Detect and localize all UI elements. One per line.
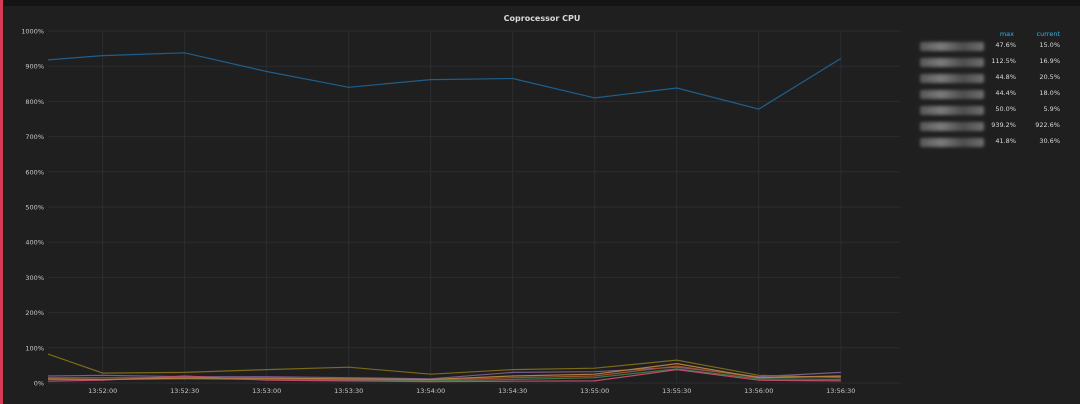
y-tick-label: 600% bbox=[25, 168, 44, 176]
legend-series-name-redacted bbox=[920, 42, 984, 51]
y-tick-label: 900% bbox=[25, 63, 44, 71]
legend-max-value: 44.4% bbox=[995, 89, 1016, 97]
grid bbox=[48, 30, 900, 384]
x-axis-labels: 13:52:00 13:52:30 13:53:00 13:53:30 13:54:00… bbox=[88, 387, 855, 395]
x-tick-label: 13:56:30 bbox=[826, 387, 855, 395]
series-line-1 bbox=[47, 52, 842, 110]
series-line-6 bbox=[47, 368, 841, 383]
legend-row[interactable]: 41.8% 30.6% bbox=[914, 136, 1074, 152]
legend-series-name-redacted bbox=[920, 138, 984, 147]
x-tick-label: 13:55:00 bbox=[580, 387, 609, 395]
y-tick-label: 200% bbox=[25, 309, 44, 317]
legend-series-name-redacted bbox=[920, 122, 984, 131]
legend-row[interactable]: 112.5% 16.9% bbox=[914, 56, 1074, 72]
y-axis-labels: 0% 100% 200% 300% 400% 500% 600% 700% 800% 900% 10… bbox=[21, 28, 44, 388]
y-tick-label: 500% bbox=[25, 204, 44, 212]
series-line-7 bbox=[47, 362, 841, 381]
legend-current-value: 30.6% bbox=[1039, 137, 1060, 145]
legend-row[interactable]: 939.2% 922.6% bbox=[914, 120, 1074, 136]
x-tick-label: 13:56:00 bbox=[744, 387, 773, 395]
legend-series-name-redacted bbox=[920, 58, 984, 67]
legend: max current 47.6% 15.0% 112.5% 16.9% 44.8% 20… bbox=[914, 30, 1074, 152]
x-tick-label: 13:52:00 bbox=[88, 387, 117, 395]
legend-max-value: 41.8% bbox=[995, 137, 1016, 145]
legend-row[interactable]: 47.6% 15.0% bbox=[914, 40, 1074, 56]
legend-header: max current bbox=[914, 30, 1074, 40]
x-tick-label: 13:54:30 bbox=[498, 387, 527, 395]
legend-max-value: 47.6% bbox=[995, 41, 1016, 49]
legend-current-value: 15.0% bbox=[1039, 41, 1060, 49]
legend-row[interactable]: 44.4% 18.0% bbox=[914, 88, 1074, 104]
legend-current-value: 20.5% bbox=[1039, 73, 1060, 81]
y-tick-label: 300% bbox=[25, 274, 44, 282]
y-tick-label: 400% bbox=[25, 239, 44, 247]
series-lines bbox=[47, 52, 842, 383]
legend-row[interactable]: 50.0% 5.9% bbox=[914, 104, 1074, 120]
x-tick-label: 13:53:30 bbox=[334, 387, 363, 395]
legend-current-value: 18.0% bbox=[1039, 89, 1060, 97]
legend-series-name-redacted bbox=[920, 90, 984, 99]
legend-max-value: 939.2% bbox=[991, 121, 1016, 129]
x-tick-label: 13:54:00 bbox=[416, 387, 445, 395]
y-tick-label: 800% bbox=[25, 98, 44, 106]
x-tick-label: 13:52:30 bbox=[170, 387, 199, 395]
x-tick-label: 13:55:30 bbox=[662, 387, 691, 395]
y-tick-label: 100% bbox=[25, 344, 44, 352]
legend-max-value: 50.0% bbox=[995, 105, 1016, 113]
series-line-2 bbox=[47, 353, 841, 379]
legend-max-value: 112.5% bbox=[991, 57, 1016, 65]
panel-title: Coprocessor CPU bbox=[503, 14, 581, 23]
panel-accent-bar bbox=[0, 0, 3, 404]
legend-max-value: 44.8% bbox=[995, 73, 1016, 81]
legend-current-value: 5.9% bbox=[1043, 105, 1060, 113]
legend-rows: 47.6% 15.0% 112.5% 16.9% 44.8% 20.5% 44.4% 18.0… bbox=[914, 40, 1074, 152]
legend-current-value: 922.6% bbox=[1035, 121, 1060, 129]
legend-series-name-redacted bbox=[920, 106, 984, 115]
legend-header-current: current bbox=[1036, 30, 1060, 38]
y-tick-label: 700% bbox=[25, 133, 44, 141]
y-tick-label: 0% bbox=[34, 380, 44, 388]
y-tick-label: 1000% bbox=[21, 28, 44, 36]
legend-series-name-redacted bbox=[920, 74, 984, 83]
legend-header-max: max bbox=[999, 30, 1014, 38]
chart-panel: Coprocessor CPU bbox=[4, 6, 1080, 404]
legend-current-value: 16.9% bbox=[1039, 57, 1060, 65]
x-tick-label: 13:53:00 bbox=[252, 387, 281, 395]
legend-row[interactable]: 44.8% 20.5% bbox=[914, 72, 1074, 88]
